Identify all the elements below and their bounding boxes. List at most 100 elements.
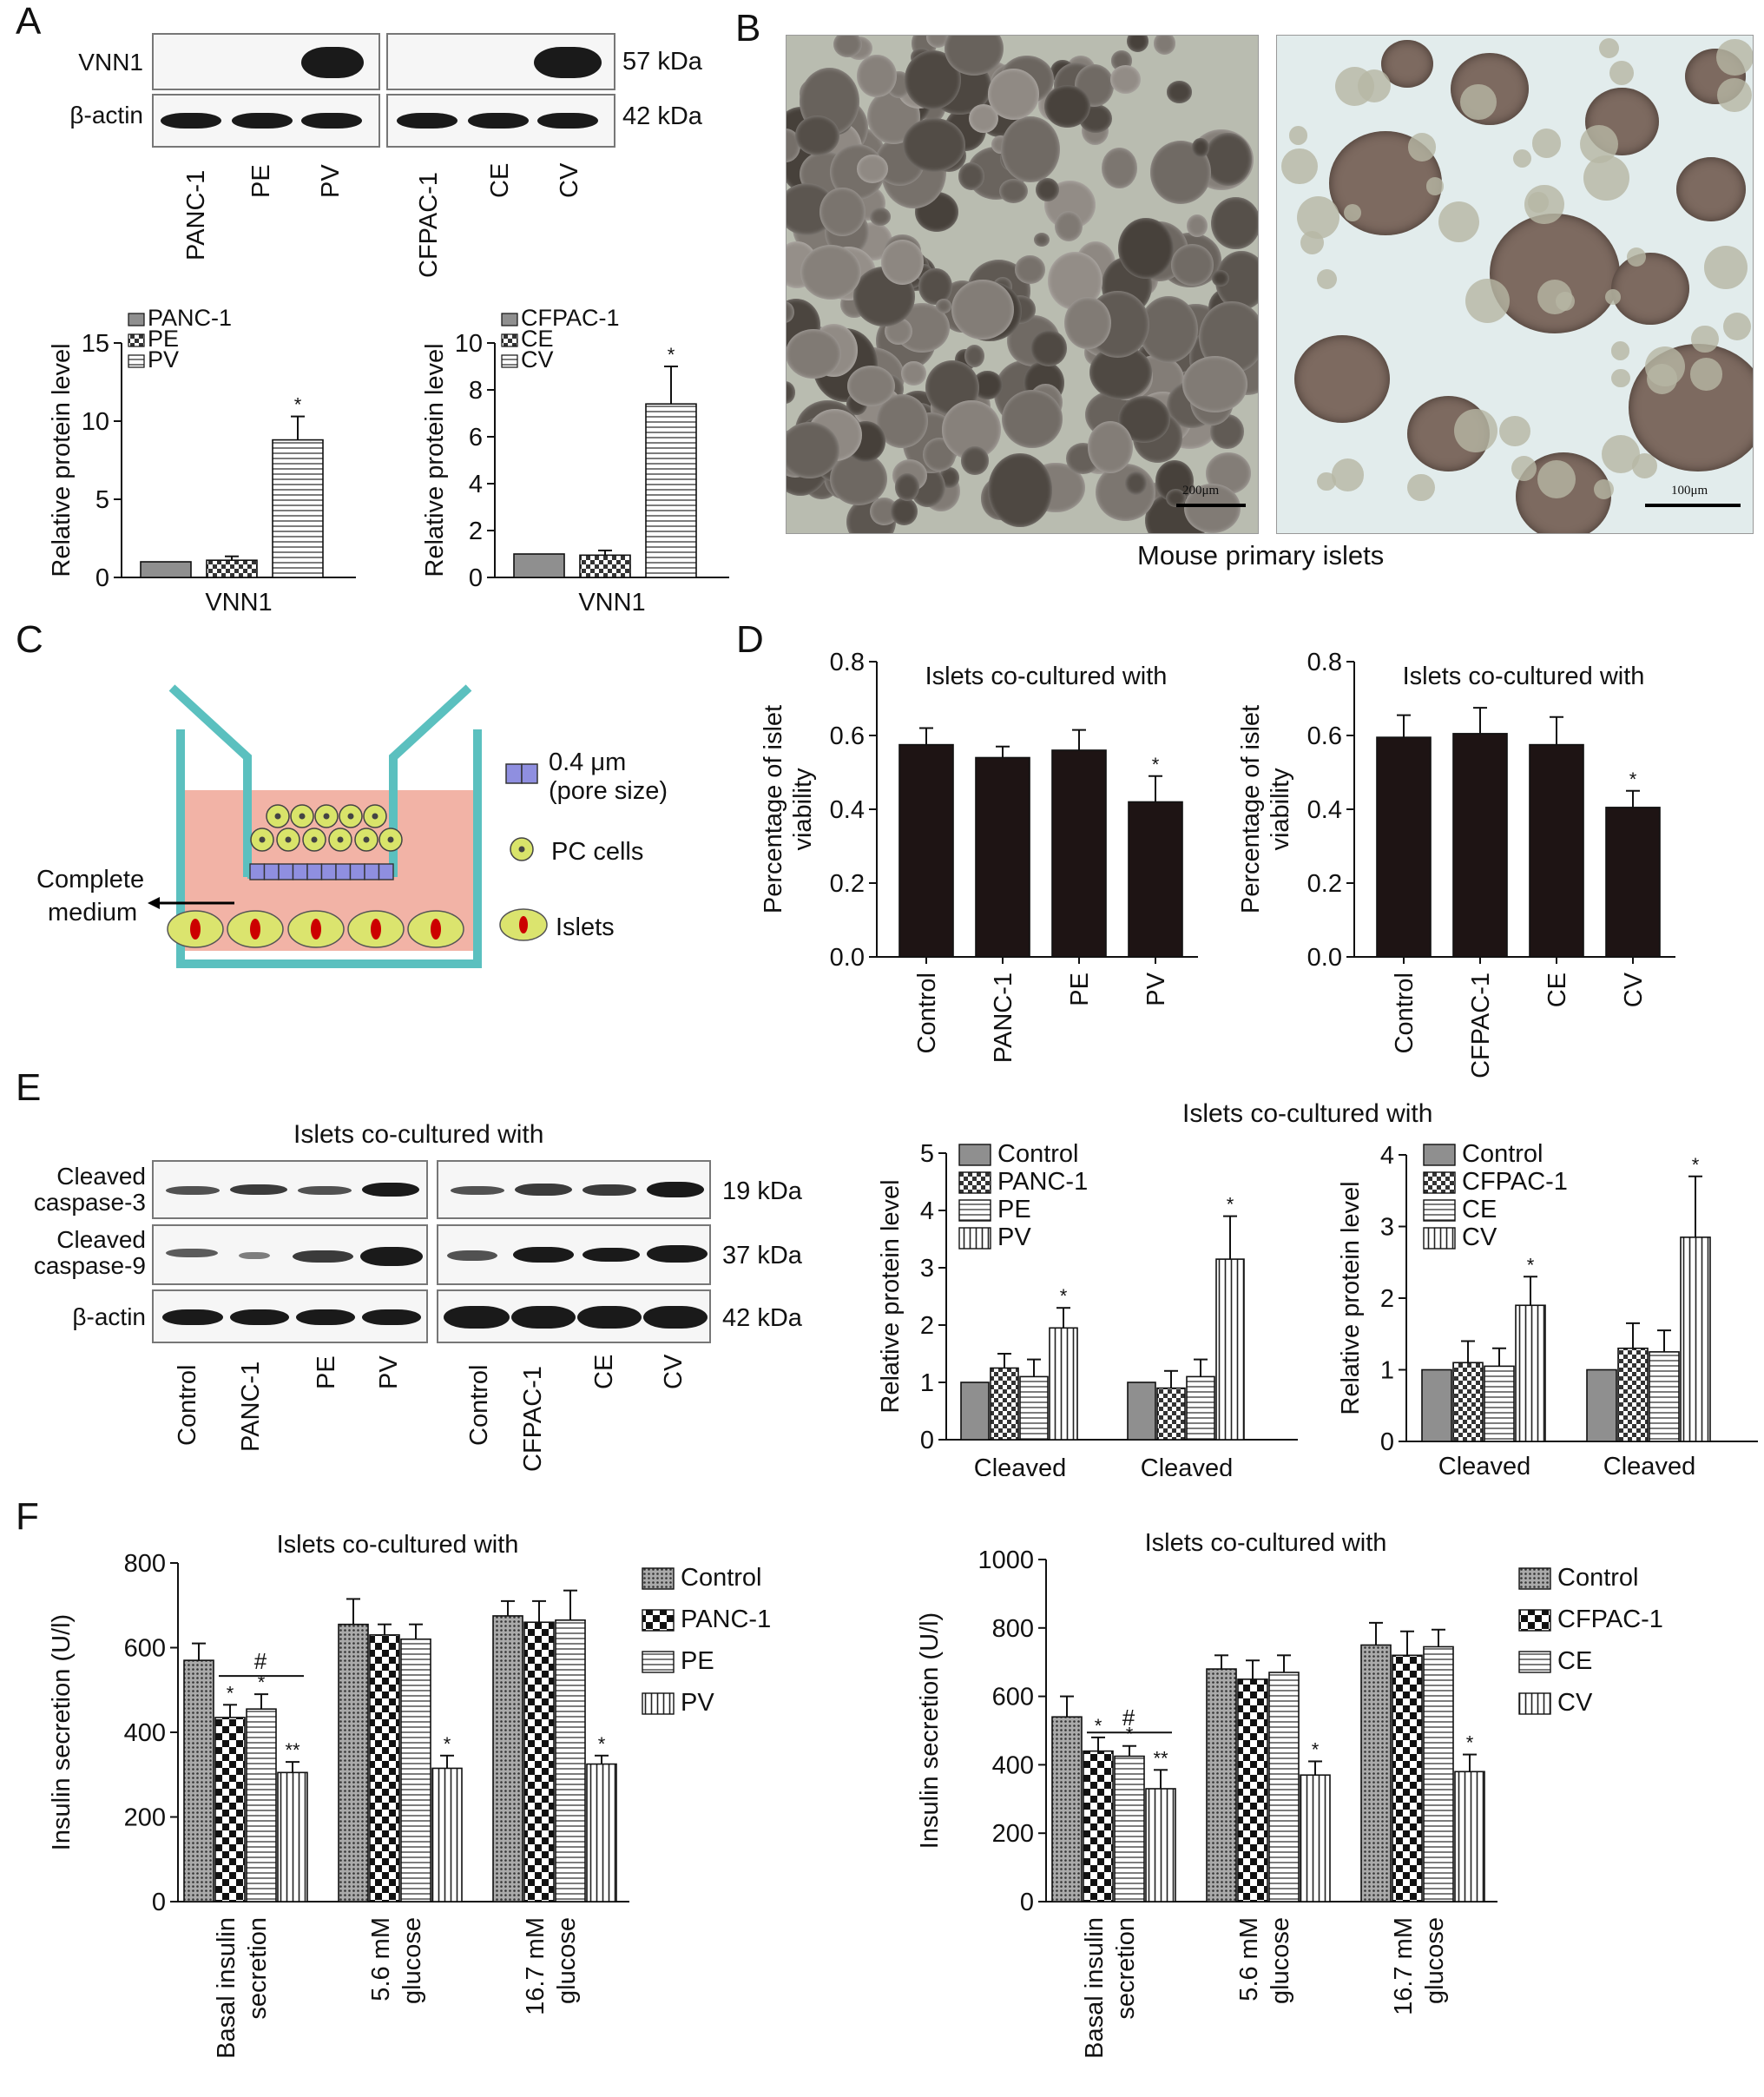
y-tick-label: 0.6 bbox=[830, 722, 865, 750]
legend-label: PE bbox=[148, 326, 179, 352]
western-blot-a-actin-right bbox=[386, 94, 615, 148]
chart-d-left: 0.0 0.2 0.4 0.6 0.8 Percentage of islet viabil… bbox=[760, 649, 1198, 1063]
legend-label: Control bbox=[997, 1140, 1079, 1168]
bar bbox=[1083, 1750, 1114, 1902]
islet-blob bbox=[846, 366, 895, 407]
islet-blob bbox=[951, 280, 1015, 340]
islet-blob bbox=[1153, 36, 1175, 55]
chart-title: Islets co-cultured with bbox=[277, 1531, 519, 1559]
legend-pore: 0.4 μm bbox=[549, 748, 627, 776]
bar bbox=[1237, 1678, 1268, 1902]
significance-hash: # bbox=[254, 1648, 267, 1674]
y-tick-label: 15 bbox=[82, 330, 109, 358]
y-tick-label: 200 bbox=[124, 1804, 166, 1832]
significance-star: * bbox=[1126, 1724, 1134, 1745]
chart-d-right: 0.0 0.2 0.4 0.6 0.8 Percentage of islet viabil… bbox=[1237, 649, 1675, 1078]
islet-blob bbox=[1035, 177, 1059, 202]
cell-cluster bbox=[1537, 459, 1576, 499]
bar bbox=[1186, 1375, 1215, 1441]
significance-star: * bbox=[1692, 1154, 1700, 1176]
cell-cluster bbox=[1407, 133, 1437, 162]
pc-cell-nucleus bbox=[363, 836, 370, 843]
membrane-pore bbox=[249, 863, 266, 880]
legend-swatch bbox=[1423, 1171, 1456, 1194]
islet-blob bbox=[1184, 484, 1241, 533]
western-blot-e-c9-right bbox=[437, 1224, 711, 1285]
western-blot-e-c9-left bbox=[152, 1224, 428, 1285]
x-tick-label: Cleaved bbox=[1438, 1453, 1530, 1476]
lane-label: Control bbox=[174, 1364, 201, 1447]
bar bbox=[1300, 1774, 1331, 1902]
western-blot-e-actin-right bbox=[437, 1289, 711, 1343]
legend-label: PANC-1 bbox=[681, 1606, 771, 1633]
y-axis-label: viability bbox=[789, 768, 817, 851]
bar bbox=[272, 439, 324, 578]
islet-blob bbox=[800, 244, 862, 300]
membrane-pore bbox=[263, 863, 280, 880]
blot-row-label: Cleaved bbox=[56, 1226, 146, 1253]
lane-label: CFPAC-1 bbox=[519, 1366, 547, 1472]
cell-cluster bbox=[1499, 415, 1530, 446]
bar bbox=[1360, 1644, 1392, 1902]
y-tick-label: 0 bbox=[920, 1427, 934, 1454]
y-tick-label: 0.2 bbox=[1307, 870, 1342, 898]
bar bbox=[1423, 1645, 1454, 1902]
y-tick-label: 800 bbox=[992, 1615, 1034, 1643]
bar bbox=[1649, 1351, 1680, 1442]
islet-blob bbox=[987, 69, 1040, 120]
membrane-pore bbox=[335, 863, 352, 880]
significance-star: * bbox=[1095, 1715, 1102, 1737]
membrane-pore bbox=[278, 863, 294, 880]
legend-label: PANC-1 bbox=[148, 305, 232, 331]
legend-label: CE bbox=[521, 326, 554, 352]
y-tick-label: 3 bbox=[1380, 1214, 1394, 1242]
y-tick-label: 0.0 bbox=[1307, 944, 1342, 972]
islet-blob bbox=[1087, 421, 1133, 473]
islet-blob bbox=[1064, 296, 1111, 350]
x-tick-label: 16.7 mM bbox=[522, 1917, 550, 2015]
western-blot-a-vnn1-right bbox=[386, 33, 615, 90]
legend-swatch bbox=[1423, 1227, 1456, 1250]
islet-blob bbox=[1139, 296, 1199, 364]
islet-blob bbox=[894, 472, 919, 502]
membrane-pore bbox=[378, 863, 394, 880]
islet-blob bbox=[856, 54, 897, 98]
significance-star: * bbox=[294, 394, 302, 416]
cell-cluster bbox=[1689, 357, 1723, 391]
y-tick-label: 0.8 bbox=[1307, 649, 1342, 676]
y-axis-label: Relative protein level bbox=[1337, 1181, 1365, 1414]
bar bbox=[400, 1638, 431, 1902]
bar bbox=[1051, 1716, 1083, 1902]
bar bbox=[246, 1708, 277, 1902]
islet-blob bbox=[1124, 471, 1148, 495]
y-axis-label: Relative protein level bbox=[48, 343, 76, 577]
blot-row-label: caspase-9 bbox=[33, 1252, 146, 1279]
bar bbox=[1452, 1362, 1484, 1442]
y-tick-label: 0.6 bbox=[1307, 722, 1342, 750]
panel-letter-a: A bbox=[16, 0, 42, 43]
bar bbox=[492, 1615, 523, 1902]
cell-cluster bbox=[1343, 204, 1362, 222]
western-blot-e-actin-left bbox=[152, 1289, 428, 1343]
medium-label-1: Complete bbox=[36, 866, 145, 894]
bar bbox=[1127, 1382, 1156, 1441]
significance-star: * bbox=[258, 1672, 266, 1693]
y-tick-label: 0 bbox=[1380, 1428, 1394, 1456]
cell-cluster bbox=[1627, 247, 1647, 267]
islet-blob bbox=[787, 381, 796, 405]
significance-star: * bbox=[444, 1733, 451, 1755]
bar bbox=[1392, 1654, 1423, 1902]
y-tick-label: 4 bbox=[1380, 1142, 1394, 1170]
cell-cluster bbox=[1281, 148, 1318, 185]
y-tick-label: 2 bbox=[920, 1312, 934, 1340]
bar bbox=[183, 1659, 214, 1902]
islet-blob bbox=[900, 360, 926, 386]
bar bbox=[1515, 1304, 1546, 1442]
legend-label: CV bbox=[521, 346, 554, 373]
legend-label: CFPAC-1 bbox=[1557, 1606, 1663, 1633]
chart-f-right: 0 200 400 600 800 1000 Insulin secretion (U/l)… bbox=[916, 1529, 1663, 2059]
y-tick-label: 4 bbox=[469, 471, 483, 498]
islet-nucleus bbox=[250, 919, 260, 940]
